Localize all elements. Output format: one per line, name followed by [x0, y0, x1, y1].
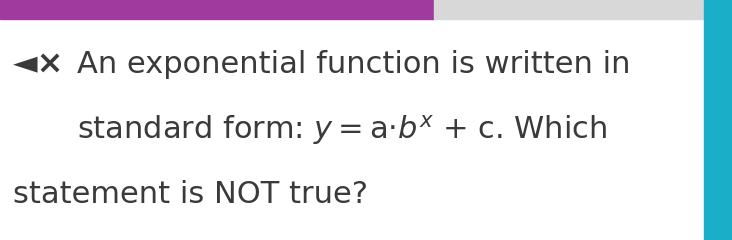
Text: ◄×: ◄×: [13, 49, 64, 80]
Text: standard form: $y = \mathrm{a}{\cdot}b^{x}$ + c. Which: standard form: $y = \mathrm{a}{\cdot}b^{…: [77, 113, 607, 147]
Bar: [0, 0, 434, 19]
Text: statement is NOT true?: statement is NOT true?: [13, 180, 368, 209]
Bar: [704, 0, 732, 240]
Bar: [434, 0, 704, 19]
Text: An exponential function is written in: An exponential function is written in: [77, 50, 630, 79]
